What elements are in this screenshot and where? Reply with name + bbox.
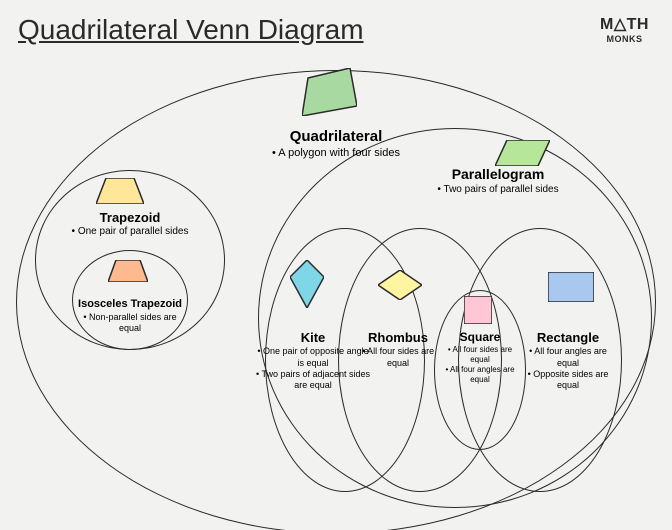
label-square-desc: • All four sides are equal • All four an… xyxy=(440,345,520,385)
shape-square-icon xyxy=(464,296,492,324)
label-quadrilateral-desc: • A polygon with four sides xyxy=(226,147,446,161)
brand-suffix: TH xyxy=(627,16,649,33)
shape-rhombus-icon xyxy=(378,270,422,300)
label-isosceles-desc: • Non-parallel sides are equal xyxy=(75,312,185,335)
label-square: Square • All four sides are equal • All … xyxy=(440,330,520,385)
brand-prefix: M xyxy=(600,16,614,33)
shape-trapezoid-icon xyxy=(96,178,144,204)
label-rhombus: Rhombus • All four sides are equal xyxy=(356,330,441,369)
label-kite-desc: • One pair of opposite angle is equal • … xyxy=(256,346,371,391)
label-trapezoid-name: Trapezoid xyxy=(45,210,215,226)
label-rhombus-desc: • All four sides are equal xyxy=(356,346,441,369)
label-rectangle-name: Rectangle xyxy=(521,330,616,346)
label-square-name: Square xyxy=(440,330,520,345)
shape-quadrilateral-icon xyxy=(302,68,357,116)
label-parallelogram-name: Parallelogram xyxy=(398,166,598,184)
brand-glyph: △ xyxy=(614,16,627,33)
label-rhombus-name: Rhombus xyxy=(356,330,441,346)
brand-sub: MONKS xyxy=(600,34,649,44)
label-quadrilateral-name: Quadrilateral xyxy=(226,128,446,147)
label-quadrilateral: Quadrilateral • A polygon with four side… xyxy=(226,128,446,161)
label-parallelogram-desc: • Two pairs of parallel sides xyxy=(398,184,598,197)
diagram-canvas: Quadrilateral Venn Diagram M△TH MONKS Qu… xyxy=(0,0,672,530)
shape-kite-icon xyxy=(290,260,324,308)
label-trapezoid-desc: • One pair of parallel sides xyxy=(45,226,215,239)
label-parallelogram: Parallelogram • Two pairs of parallel si… xyxy=(398,166,598,196)
brand-logo: M△TH MONKS xyxy=(600,14,649,44)
shape-parallelogram-icon xyxy=(495,140,550,166)
label-trapezoid: Trapezoid • One pair of parallel sides xyxy=(45,210,215,239)
label-kite: Kite • One pair of opposite angle is equ… xyxy=(256,330,371,391)
label-isosceles-name: Isosceles Trapezoid xyxy=(75,298,185,312)
label-kite-name: Kite xyxy=(256,330,371,346)
label-isosceles: Isosceles Trapezoid • Non-parallel sides… xyxy=(75,298,185,334)
shape-isosceles-icon xyxy=(108,260,148,282)
shape-rectangle-icon xyxy=(548,272,594,302)
label-rectangle: Rectangle • All four angles are equal • … xyxy=(521,330,616,391)
page-title: Quadrilateral Venn Diagram xyxy=(18,14,364,46)
label-rectangle-desc: • All four angles are equal • Opposite s… xyxy=(521,346,616,391)
